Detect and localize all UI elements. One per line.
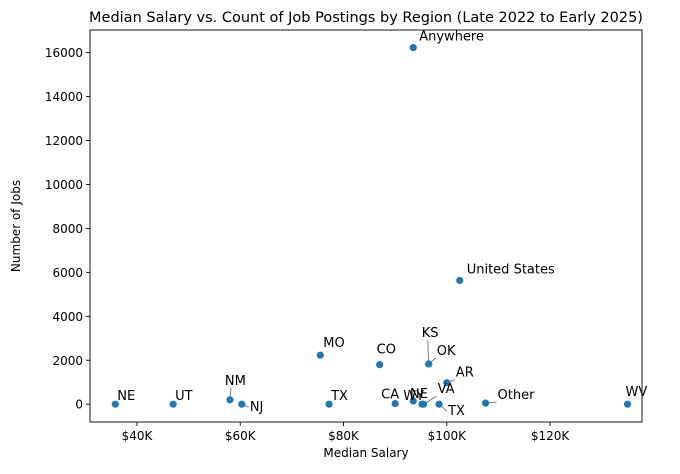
data-point [376,361,384,369]
point-label: MO [323,336,344,351]
point-label: TX [330,389,348,404]
y-tick-label: 16000 [45,46,83,60]
y-axis: 0 2000 4000 6000 8000 10000 12000 14000 16000 [45,46,90,412]
point-label: KS [422,326,439,341]
y-tick-label: 14000 [45,90,83,104]
point-label: United States [467,262,555,277]
point-label: Anywhere [419,30,484,45]
data-point [316,351,324,359]
point-label: VA [438,382,455,397]
point-label: AR [456,366,474,381]
x-tick-label: $100K [428,429,468,443]
plot-area [89,29,643,423]
x-tick-label: $120K [531,429,571,443]
point-label: CA [381,388,399,403]
data-point [425,360,433,368]
chart-title: Median Salary vs. Count of Job Postings … [89,10,643,26]
x-axis-label: Median Salary [323,446,408,460]
y-tick-label: 12000 [45,134,83,148]
data-points [111,43,632,408]
point-label: UT [175,389,193,404]
y-tick-label: 4000 [52,310,83,324]
plot-frame [89,29,643,423]
data-point [481,399,490,407]
point-label: Other [498,388,536,403]
data-point [238,400,246,408]
data-point [419,400,428,408]
x-tick-label: $60K [225,429,257,443]
x-tick-label: $80K [328,429,360,443]
data-point [435,400,443,408]
point-label: WV [626,385,648,400]
y-tick-label: 8000 [52,222,83,236]
data-point [456,276,464,285]
point-label: NJ [250,400,264,415]
y-tick-label: 0 [75,398,83,412]
x-axis: $40K $60K $80K $100K $120K [122,422,571,443]
point-label: OK [437,344,456,359]
annotation-leader-line [427,339,430,365]
y-tick-label: 2000 [52,354,83,368]
data-point [169,400,177,408]
point-label: NE [117,389,135,404]
data-point [409,397,417,405]
data-point [325,400,333,408]
point-label: TX [447,404,465,419]
point-label: NE [410,387,428,402]
y-axis-label: Number of Jobs [9,180,23,272]
point-label: WY [403,389,424,404]
data-point [443,379,451,387]
data-point [226,396,234,404]
x-tick-label: $40K [122,429,154,443]
point-label: NM [225,374,246,389]
data-point [623,400,632,408]
data-point [409,43,417,52]
point-label: CO [377,343,396,358]
data-point [111,400,119,408]
y-tick-label: 6000 [52,266,83,280]
y-tick-label: 10000 [45,178,83,192]
data-point [391,399,399,408]
